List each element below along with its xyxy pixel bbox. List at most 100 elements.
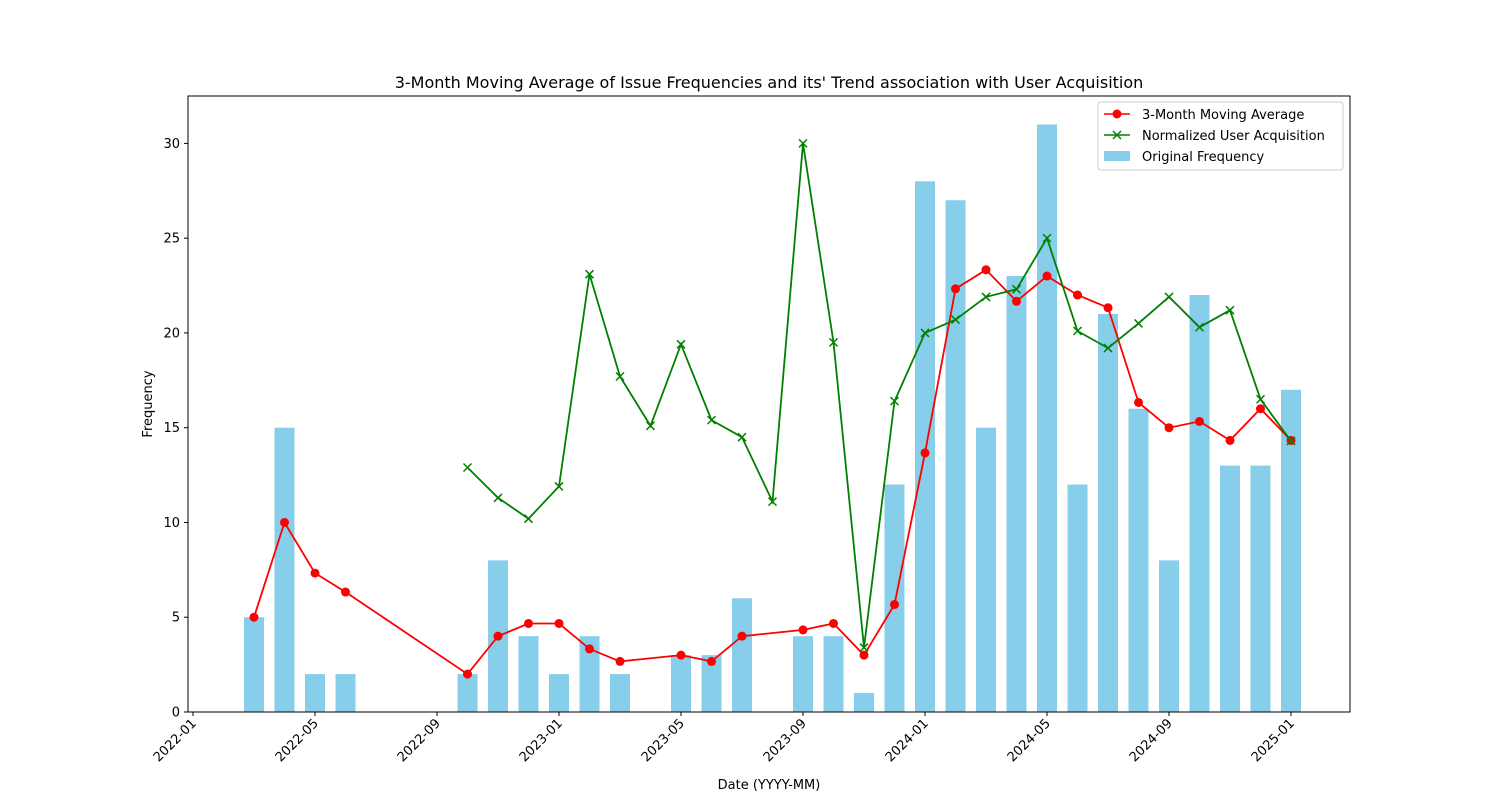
point-0-2024-05 [1042,271,1052,281]
bar-2024-11 [1220,465,1240,712]
bar-2022-05 [305,674,325,712]
series-line-1 [466,143,1292,648]
point-1-2023-01 [554,481,564,491]
point-1-2022-12 [523,514,534,524]
point-1-2022-10 [462,462,473,473]
point-0-2023-02 [585,644,594,654]
point-0-2024-02 [951,284,960,294]
bar-2022-12 [518,636,539,712]
point-0-2023-01 [554,618,564,628]
bar-2023-09 [793,636,813,712]
bar-2023-02 [579,636,600,712]
point-0-2024-10 [1195,416,1204,426]
bar-2024-01 [915,181,935,713]
point-1-2023-02 [584,269,595,279]
bar-2023-06 [701,655,722,712]
point-0-2023-09 [798,625,808,635]
legend-box [1097,101,1344,171]
series-line-0 [253,268,1292,676]
point-1-2023-09 [798,138,808,148]
bar-2024-09 [1159,560,1179,712]
bar-2024-10 [1189,295,1210,712]
y-axis-title: Frequency [141,370,156,437]
point-1-2024-01 [920,328,930,338]
point-1-2023-11 [859,643,869,653]
bar-2023-11 [854,693,874,712]
y-tick-label-25: 25 [163,232,180,247]
point-1-2024-04 [1011,284,1022,294]
point-1-2023-06 [706,415,717,425]
point-0-2024-08 [1134,397,1143,407]
bar-2023-12 [884,484,905,712]
point-0-2023-06 [707,656,716,666]
point-0-2024-07 [1103,303,1113,313]
bar-2023-01 [549,674,569,712]
legend-label-moving-average: 3-Month Moving Average [1142,108,1304,123]
y-tick-label-10: 10 [163,516,180,531]
point-1-2024-12 [1255,394,1266,404]
point-0-2022-10 [463,669,472,679]
point-0-2023-03 [615,656,625,666]
point-0-2024-12 [1256,404,1265,414]
point-1-2024-08 [1133,318,1144,328]
y-tick-label-5: 5 [172,611,180,626]
y-tick-label-30: 30 [163,137,180,152]
legend-label-original-frequency: Original Frequency [1142,150,1264,165]
bar-2024-06 [1067,484,1088,712]
y-tick-label-0: 0 [172,706,180,721]
point-0-2023-10 [829,618,838,628]
point-0-2022-06 [341,587,350,597]
bar-2024-03 [976,427,996,712]
plot-frame [187,95,1351,713]
bar-2023-07 [732,598,752,712]
bar-2024-02 [945,200,966,712]
point-1-2024-07 [1103,343,1113,353]
point-0-2022-05 [310,568,320,578]
point-1-2024-09 [1164,292,1174,302]
point-0-2023-12 [890,600,899,610]
point-0-2024-09 [1164,423,1174,433]
bar-2022-10 [457,674,478,712]
point-1-2024-06 [1072,326,1083,336]
bar-2023-03 [610,674,630,712]
bar-2023-05 [671,655,691,712]
y-axis: 0 5 10 15 20 25 30 [163,137,188,721]
point-1-2024-03 [981,292,991,302]
point-0-2022-12 [524,618,533,628]
legend-swatch-original-frequency [1104,151,1130,161]
bar-2022-03 [244,617,264,712]
point-1-2024-02 [950,315,961,325]
point-1-2023-05 [676,339,686,349]
point-0-2023-05 [676,650,686,660]
point-1-2025-01 [1286,436,1296,446]
point-1-2023-04 [645,421,656,431]
point-0-2024-06 [1073,290,1082,300]
bar-2024-05 [1037,124,1057,712]
bars-layer [244,124,1301,713]
point-0-2024-01 [920,448,930,458]
y-tick-label-15: 15 [163,421,180,436]
point-1-2023-12 [889,396,900,406]
chart-title: 3-Month Moving Average of Issue Frequenc… [395,73,1144,92]
point-1-2023-07 [737,432,747,442]
bar-2024-12 [1250,465,1271,712]
bar-2023-10 [823,636,844,712]
point-1-2023-10 [828,337,839,347]
bar-2025-01 [1281,389,1301,712]
bar-2022-04 [274,427,295,712]
point-0-2022-03 [249,612,259,622]
legend: 3-Month Moving Average Normalized User A… [1097,101,1344,171]
x-axis-title: Date (YYYY-MM) [718,778,821,793]
point-1-2024-10 [1194,322,1205,332]
bar-2024-04 [1006,276,1027,712]
point-1-2023-03 [615,371,625,382]
point-0-2024-11 [1225,435,1235,445]
point-0-2023-07 [737,631,747,641]
bar-2024-08 [1128,408,1149,712]
lines-layer [249,138,1296,679]
bar-2022-06 [335,674,356,712]
point-1-2024-05 [1042,233,1052,243]
point-1-2024-11 [1225,305,1235,315]
point-0-2024-03 [981,265,991,275]
